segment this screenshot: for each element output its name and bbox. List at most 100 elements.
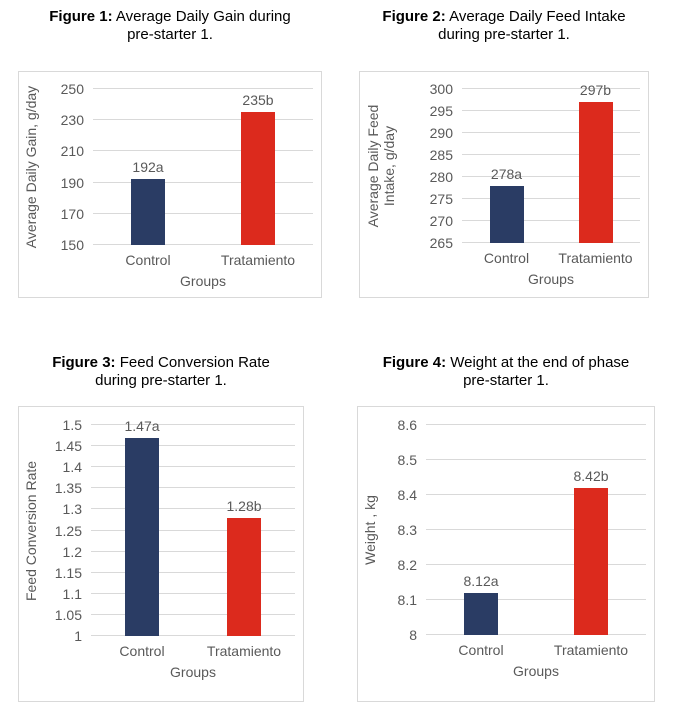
gridline <box>91 466 295 468</box>
y-axis-title-area: Average Daily Gain, g/day <box>19 86 43 248</box>
plot-area: 278a 297b <box>462 82 640 243</box>
figure-2-label: Figure 2: <box>382 8 446 25</box>
category-axis: Control Tratamiento <box>426 642 646 658</box>
y-tick-label: 8.5 <box>397 452 417 468</box>
gridline <box>426 634 646 635</box>
y-tick-label: 1 <box>74 628 82 644</box>
gridline <box>91 550 295 552</box>
gridline <box>91 635 295 636</box>
bar-slot: 1.47a <box>91 418 193 636</box>
y-tick-label: 250 <box>60 81 84 97</box>
bar-slot: 297b <box>551 82 640 243</box>
bar-slot: 8.12a <box>426 425 536 635</box>
bar-control <box>131 179 165 245</box>
figure-2-title: Figure 2: Average Daily Feed Intake duri… <box>359 8 649 44</box>
gridline <box>93 212 313 214</box>
data-label: 8.12a <box>463 573 499 589</box>
y-tick-label: 285 <box>429 147 453 163</box>
y-tick-label: 230 <box>60 112 84 129</box>
figure-3-title: Figure 3: Feed Conversion Rate during pr… <box>18 354 304 390</box>
y-tick-label: 190 <box>60 174 84 191</box>
gridline <box>462 154 640 155</box>
gridline <box>93 119 313 121</box>
category-label: Control <box>458 642 504 658</box>
figure-2-chart: Average Daily Feed Intake, g/day 265 270 2… <box>359 71 649 298</box>
gridline <box>93 150 313 152</box>
gridline <box>91 592 295 594</box>
y-axis-title: Feed Conversion Rate <box>23 460 39 601</box>
y-tick-label: 1.45 <box>54 438 82 455</box>
y-tick-label: 8 <box>409 627 417 643</box>
gridline <box>462 220 640 221</box>
gridline <box>426 459 646 460</box>
bar-tratamiento <box>574 488 608 635</box>
bar-tratamiento <box>241 112 275 245</box>
y-tick-label: 295 <box>429 103 453 119</box>
y-tick-label: 300 <box>429 81 453 97</box>
y-axis-title: Average Daily Feed Intake, g/day <box>365 104 397 228</box>
gridline <box>93 181 313 183</box>
y-tick-label: 1.5 <box>62 417 82 433</box>
plot-area: 192a 235b <box>93 88 313 245</box>
bar-slot: 192a <box>93 89 203 245</box>
category-axis: Control Tratamiento <box>462 250 640 266</box>
category-label: Control <box>125 252 171 268</box>
gridline <box>91 508 295 510</box>
category-label: Control <box>483 250 530 266</box>
bar-tratamiento <box>578 102 613 243</box>
y-tick-label: 8.6 <box>397 417 417 433</box>
figure-1-title-line-2: pre-starter 1. <box>127 26 213 43</box>
y-tick-label: 275 <box>429 191 453 207</box>
y-tick-label: 150 <box>60 237 84 253</box>
x-axis-title: Groups <box>170 664 216 680</box>
figure-2: Figure 2: Average Daily Feed Intake duri… <box>359 8 649 298</box>
figure-3-label: Figure 3: <box>52 354 116 371</box>
plot-row: Average Daily Feed Intake, g/day 265 270 2… <box>360 82 648 250</box>
gridline <box>462 242 640 243</box>
figure-3-title-line-1: Figure 3: Feed Conversion Rate <box>52 354 270 371</box>
y-tick-label: 1.1 <box>62 585 82 602</box>
gridline <box>91 445 295 447</box>
y-tick-label: 290 <box>429 125 453 141</box>
figure-4-title-line-1: Figure 4: Weight at the end of phase <box>382 354 630 371</box>
y-axis-ticks: 1 1.05 1.1 1.15 1.2 1.25 1.3 1.35 1.4 1.45 1.5 <box>43 418 91 643</box>
plot-area: 1.47a 1.28b <box>91 418 295 636</box>
figure-1-chart: Average Daily Gain, g/day 150 170 190 210 23… <box>18 71 322 298</box>
y-axis-title-area: Feed Conversion Rate <box>19 425 43 636</box>
x-axis-title: Groups <box>528 271 574 287</box>
y-tick-label: 1.4 <box>62 459 82 476</box>
category-label: Control <box>119 643 165 659</box>
figure-1-label: Figure 1: <box>49 8 113 25</box>
gridline <box>91 529 295 531</box>
figure-3: Figure 3: Feed Conversion Rate during pr… <box>18 354 304 702</box>
gridline <box>426 424 646 425</box>
category-label: Tratamiento <box>553 642 629 658</box>
figure-1-title-line-1: Figure 1: Average Daily Gain during <box>49 8 291 25</box>
y-tick-label: 210 <box>60 143 84 160</box>
figure-4-title: Figure 4: Weight at the end of phase pre… <box>357 354 655 390</box>
bar-slot: 278a <box>462 89 551 243</box>
plot-row: Feed Conversion Rate 1 1.05 1.1 1.15 1.2 1.25… <box>19 418 303 643</box>
figure-3-title-line-2: during pre-starter 1. <box>95 372 227 389</box>
y-axis-title-area: Average Daily Feed Intake, g/day <box>360 89 402 243</box>
gridline <box>426 564 646 566</box>
gridline <box>462 110 640 111</box>
y-tick-label: 270 <box>429 213 453 229</box>
gridline <box>91 571 295 573</box>
bar-slot: 1.28b <box>193 425 295 636</box>
gridline <box>426 529 646 530</box>
figure-1: Figure 1: Average Daily Gain during pre-… <box>18 8 322 298</box>
y-tick-label: 1.15 <box>54 564 82 581</box>
figure-4-title-line-2: pre-starter 1. <box>463 372 549 389</box>
gridline <box>462 198 640 199</box>
y-tick-label: 1.25 <box>54 522 82 539</box>
y-tick-label: 170 <box>60 205 84 222</box>
data-label: 278a <box>490 165 523 182</box>
bar-control <box>464 593 498 635</box>
y-tick-label: 265 <box>429 235 453 251</box>
data-label: 235b <box>242 92 274 109</box>
gridline <box>93 88 313 89</box>
gridline <box>426 494 646 496</box>
y-axis-title: Average Daily Gain, g/day <box>23 85 39 249</box>
